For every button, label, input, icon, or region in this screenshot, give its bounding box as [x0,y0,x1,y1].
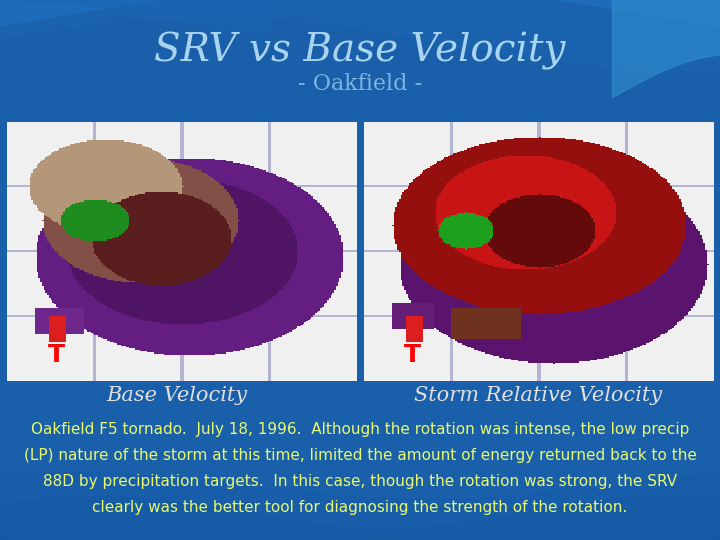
Text: Storm Relative Velocity: Storm Relative Velocity [414,386,662,405]
Text: Base Velocity: Base Velocity [106,386,247,405]
Text: 88D by precipitation targets.  In this case, though the rotation was strong, the: 88D by precipitation targets. In this ca… [43,474,677,489]
Text: Oakfield F5 tornado.  July 18, 1996.  Although the rotation was intense, the low: Oakfield F5 tornado. July 18, 1996. Alth… [31,422,689,437]
Text: T: T [48,343,65,367]
Text: clearly was the better tool for diagnosing the strength of the rotation.: clearly was the better tool for diagnosi… [92,500,628,515]
Text: SRV vs Base Velocity: SRV vs Base Velocity [154,32,566,70]
Text: - Oakfield -: - Oakfield - [298,73,422,94]
Text: T: T [404,343,421,367]
Text: (LP) nature of the storm at this time, limited the amount of energy returned bac: (LP) nature of the storm at this time, l… [24,448,696,463]
